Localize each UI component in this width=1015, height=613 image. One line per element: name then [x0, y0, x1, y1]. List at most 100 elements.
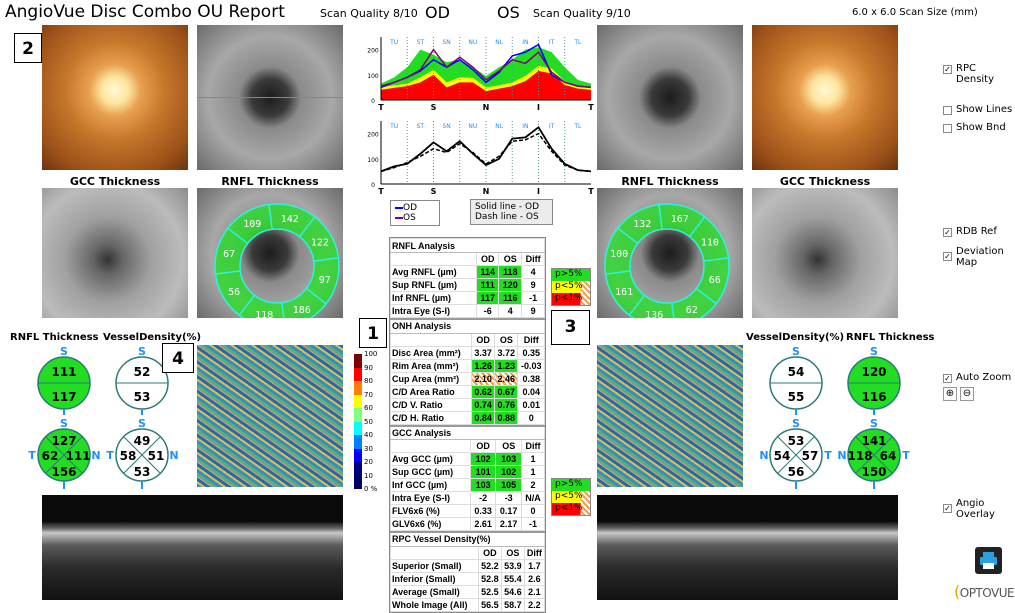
os-oct-bscan[interactable] — [597, 495, 898, 600]
checkbox[interactable] — [943, 124, 952, 133]
rnfl-sector-value: 66 — [709, 275, 721, 286]
table-cell: 105 — [495, 478, 522, 492]
rnfl-sector-value: 161 — [615, 287, 633, 298]
checkbox[interactable]: ✓ — [943, 374, 952, 383]
option-show-bnd[interactable]: Show Bnd — [943, 122, 1006, 133]
checkbox[interactable] — [943, 106, 952, 115]
rnfl-sector-value: 56 — [228, 287, 240, 298]
table-cell: Superior (Small) — [390, 558, 479, 573]
os-rnfl-superior: 120 — [861, 365, 886, 379]
sector-divider — [313, 257, 339, 262]
x-tick-label: S — [431, 103, 437, 112]
sector-label: IN — [522, 123, 528, 130]
rnfl-sector-value: 118 — [255, 310, 273, 318]
table-row: C/D H. Ratio 0.84 0.88 0 — [389, 410, 545, 425]
quadrant-inferior: 150 — [861, 465, 886, 479]
table-cell: 2.46 — [494, 371, 519, 386]
table-cell: 0 — [517, 410, 545, 425]
direction-right: N — [169, 449, 178, 462]
colorbar-swatch — [354, 394, 362, 408]
checkbox[interactable]: ✓ — [943, 65, 952, 74]
os-enface-image[interactable] — [597, 25, 743, 170]
option-auto-zoom[interactable]: ✓ Auto Zoom — [943, 372, 1011, 383]
brand-text: OPTOVUE — [959, 586, 1015, 600]
table-cell: 103 — [469, 478, 497, 492]
option-label: RPC Density — [956, 63, 995, 85]
table-cell: 4 — [498, 304, 523, 318]
option-deviation-map[interactable]: ✓ Deviation Map — [943, 246, 1004, 268]
checkbox[interactable]: ✓ — [943, 252, 952, 261]
table-cell: 0.88 — [494, 410, 519, 425]
x-tick-label: T — [588, 103, 594, 112]
os-rnfl-map[interactable]: 167 110 66 62 136 161 100 132 — [597, 188, 743, 318]
series-line-1 — [380, 48, 592, 89]
table-cell: 2.61 — [469, 517, 497, 531]
rnfl-sector-value: 142 — [281, 214, 299, 225]
od-os-legend: OD OS — [390, 200, 440, 226]
sector-divider — [305, 287, 327, 305]
sector-divider — [671, 302, 675, 318]
table-row: C/D Area Ratio 0.62 0.67 0.04 — [389, 384, 545, 399]
colorbar-tick: 10 — [364, 471, 373, 480]
option-angio-overlay[interactable]: ✓ Angio Overlay — [943, 498, 1003, 520]
od-rnfl-map[interactable]: 142 122 97 186 118 56 67 109 — [197, 188, 343, 318]
rnfl-sector-value: 62 — [686, 305, 698, 316]
table-cell: N/A — [520, 491, 546, 505]
rnfl-sector-value: 100 — [610, 249, 628, 260]
direction-s: S — [870, 345, 878, 358]
option-label: Auto Zoom — [956, 372, 1012, 383]
os-fundus-image — [752, 25, 898, 170]
direction-left: T — [28, 449, 36, 462]
table-cell: 1.26 — [471, 358, 496, 373]
analysis-tables: RNFL Analysis OD OS Diff Avg RNFL (µm) 114 118… — [389, 237, 546, 613]
od-enface-image[interactable] — [197, 25, 343, 170]
option-rdb-ref[interactable]: ✓ RDB Ref — [943, 226, 997, 237]
column-header — [390, 545, 479, 560]
quadrant-right: 51 — [148, 449, 165, 463]
column-header: OD — [476, 252, 500, 266]
sector-label: TU — [389, 39, 398, 46]
od-oct-bscan[interactable] — [42, 495, 343, 600]
rnfl-ring-fill — [605, 204, 729, 318]
table-cell: 52.8 — [477, 571, 502, 586]
scan-size: 6.0 x 6.0 Scan Size (mm) — [852, 7, 978, 18]
quadrant-superior: 53 — [788, 434, 805, 448]
print-button[interactable] — [975, 547, 1002, 574]
table-cell: 53.9 — [500, 558, 525, 573]
quadrant-right: 57 — [802, 449, 819, 463]
table-cell: -1 — [520, 517, 546, 531]
zoom-in-icon[interactable]: ⊕ — [943, 387, 957, 401]
column-header: Diff — [520, 439, 546, 453]
colorbar-swatch — [354, 367, 362, 381]
od-angio-image[interactable] — [197, 345, 343, 487]
option-rpc-density[interactable]: ✓ RPC Density — [943, 63, 1015, 85]
legend-p5-green: p>5% — [552, 269, 590, 281]
table-cell: 114 — [476, 265, 500, 279]
sector-label: NL — [495, 39, 503, 46]
sector-divider — [703, 257, 729, 262]
x-tick-label: T — [588, 187, 594, 196]
os-scan-quality: Scan Quality 9/10 — [533, 7, 631, 20]
checkbox[interactable]: ✓ — [943, 504, 952, 513]
sector-label: TL — [573, 123, 582, 130]
table-cell: 9 — [521, 304, 545, 318]
os-angio-image[interactable] — [597, 345, 743, 487]
marker-3: 3 — [551, 310, 590, 345]
table-cell: C/D Area Ratio — [389, 384, 473, 399]
option-show-lines[interactable]: Show Lines — [943, 104, 1012, 115]
table-row: GLV6x6 (%) 2.61 2.17 -1 — [390, 517, 546, 531]
column-header — [389, 252, 478, 266]
zoom-out-icon[interactable]: ⊖ — [960, 387, 974, 401]
legend-p5-green: p>5% — [552, 479, 590, 491]
checkbox[interactable]: ✓ — [943, 228, 952, 237]
table-0: RNFL Analysis OD OS Diff Avg RNFL (µm) 114 118… — [389, 238, 545, 318]
table-row: Inf RNFL (µm) 117 116 -1 — [389, 291, 545, 305]
line-style-legend: Solid line - OD Dash line - OS — [470, 199, 553, 225]
quadrant-divider — [777, 436, 815, 474]
table-cell: Intra Eye (S-I) — [389, 304, 478, 318]
table-cell: 58.7 — [500, 597, 525, 612]
os-rnfl-inferior: 116 — [861, 390, 886, 404]
rnfl-sector-value: 132 — [633, 219, 651, 230]
